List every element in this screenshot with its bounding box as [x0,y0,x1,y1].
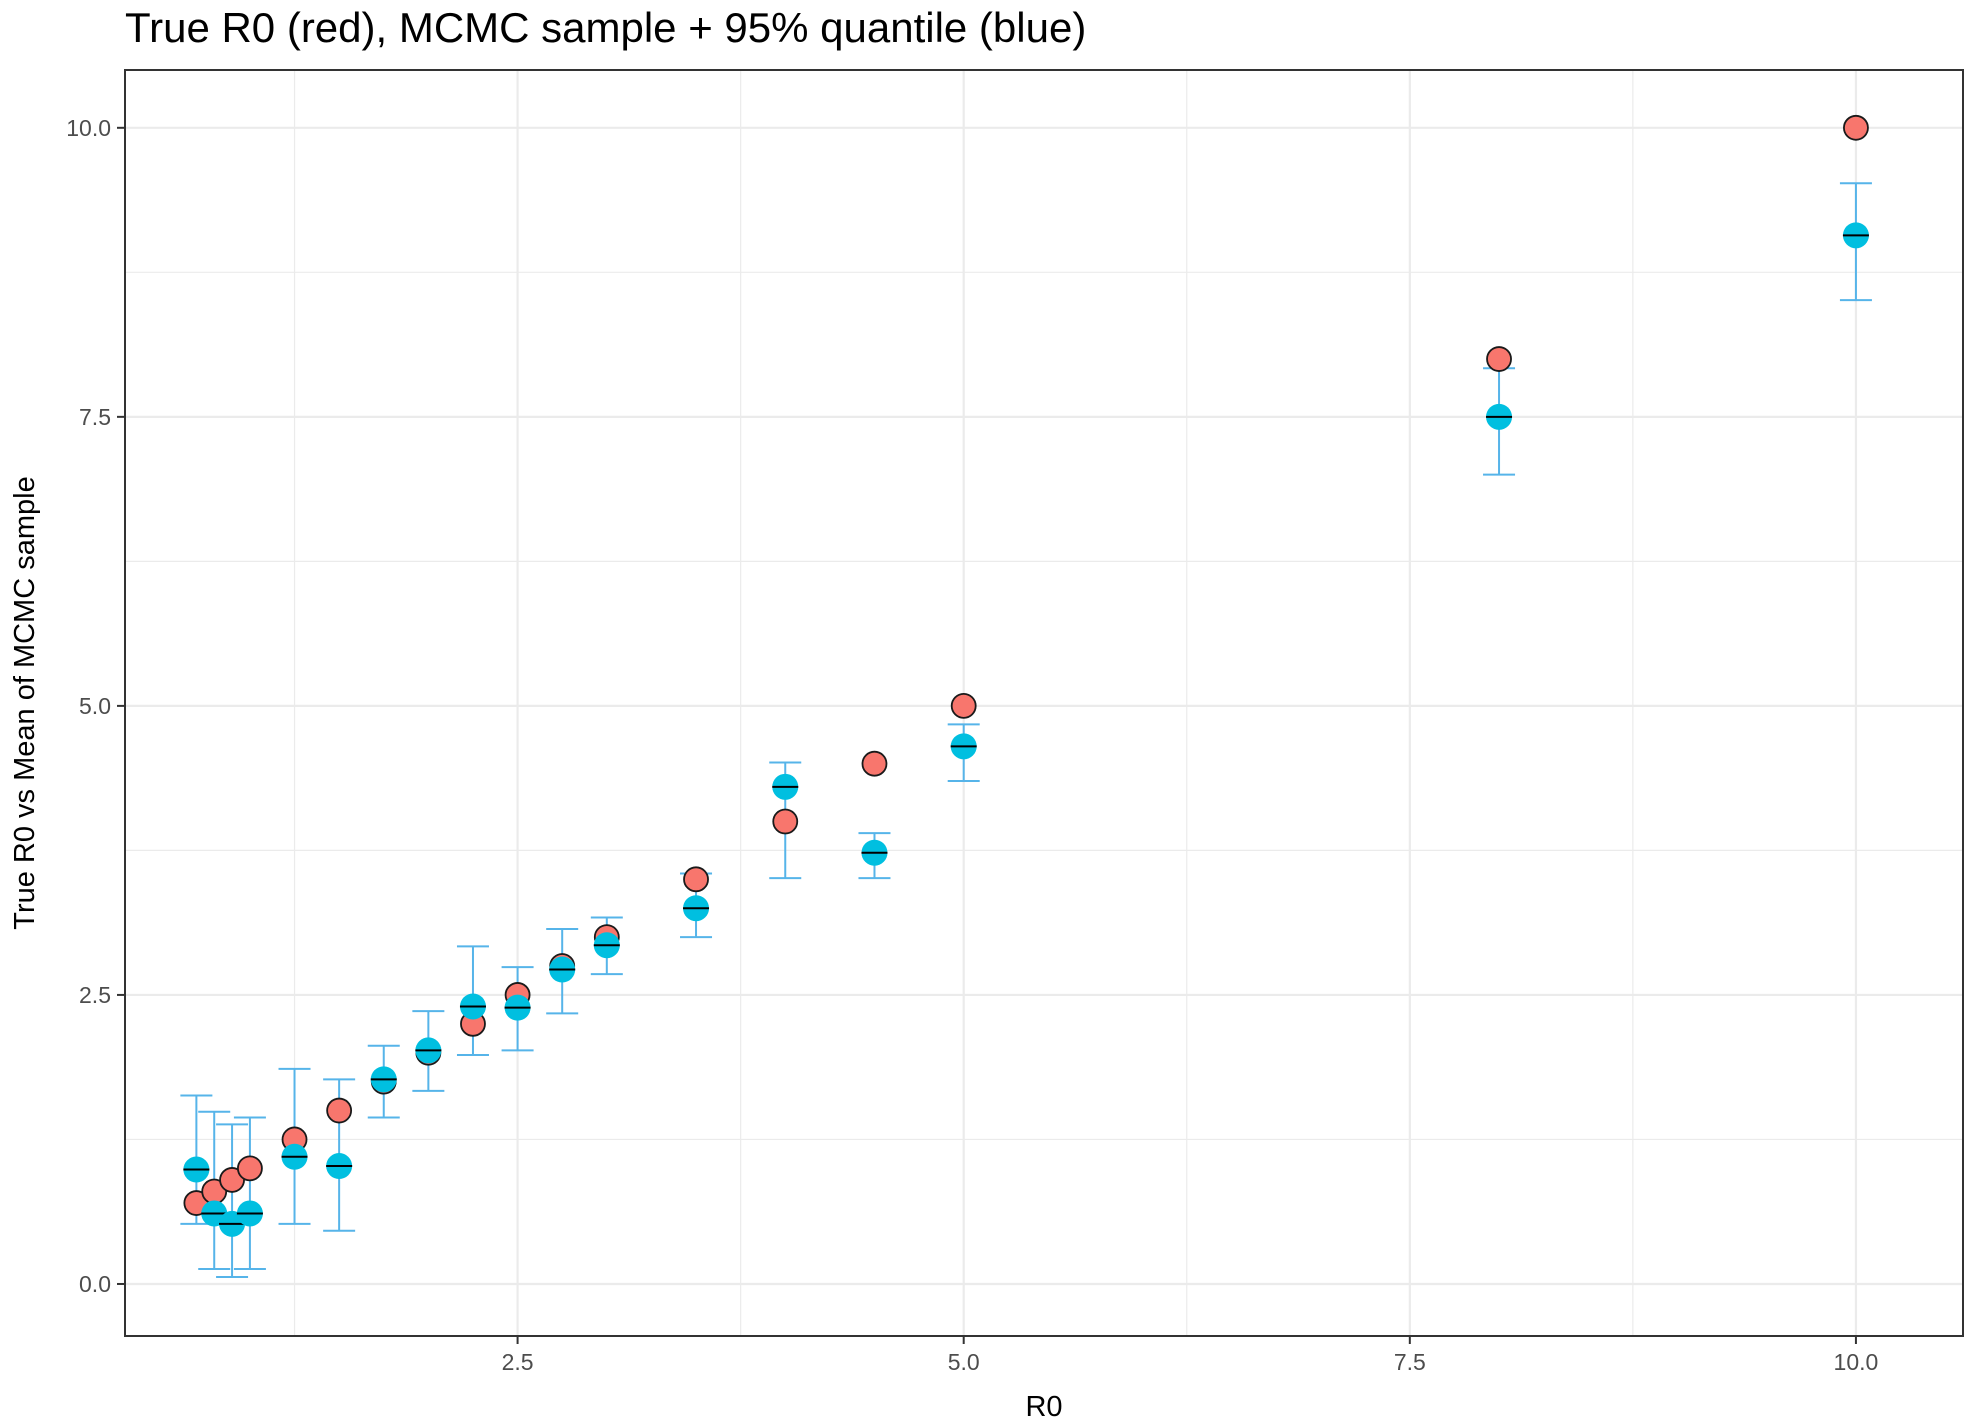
x-tick-label: 2.5 [502,1349,534,1375]
chart-title: True R0 (red), MCMC sample + 95% quantil… [125,4,1086,51]
data-points [183,114,1869,1237]
x-tick-label: 7.5 [1394,1349,1426,1375]
true-r0-point [237,1155,263,1182]
true-r0-point [683,866,709,893]
true-r0-point [950,692,977,719]
x-tick-label: 10.0 [1834,1349,1879,1375]
true-r0-point [326,1097,353,1124]
y-tick-label: 7.5 [79,404,111,430]
y-tick-label: 0.0 [79,1271,111,1297]
true-r0-point [1843,114,1869,141]
true-r0-point [1486,346,1512,372]
y-axis-title: True R0 vs Mean of MCMC sample [9,476,41,929]
axis-ticks: 2.5 5.0 7.5 10.0 0.0 2.5 5.0 7.5 10.0 [66,115,1878,1375]
true-r0-point [861,750,888,777]
errorbars [180,182,1872,1279]
true-r0-point [219,1167,245,1193]
panel-border [124,69,1964,1337]
y-tick-label: 5.0 [79,693,111,719]
grid-lines [125,70,1963,1336]
true-r0-point [772,808,799,835]
y-tick-label: 10.0 [66,115,111,141]
x-axis-title: R0 [1025,1391,1062,1421]
y-tick-label: 2.5 [79,982,111,1008]
x-tick-label: 5.0 [948,1349,980,1375]
